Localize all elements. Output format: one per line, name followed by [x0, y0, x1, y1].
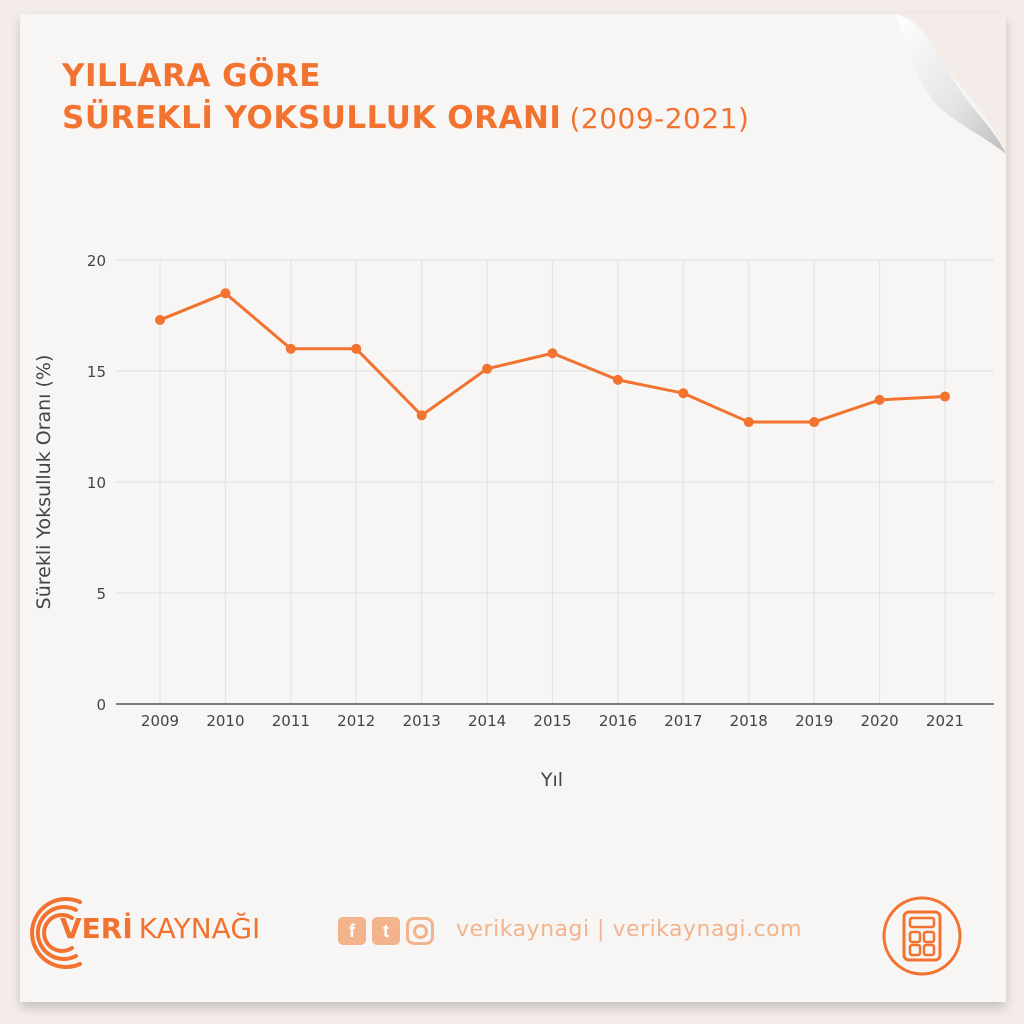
data-point [482, 363, 493, 374]
y-tick-label: 15 [87, 363, 106, 381]
y-tick-label: 10 [87, 474, 106, 492]
x-tick-label: 2011 [272, 712, 310, 730]
x-axis-label: Yıl [540, 769, 563, 791]
chart-series [155, 288, 950, 428]
instagram-icon[interactable] [406, 917, 434, 945]
facebook-icon[interactable]: f [338, 917, 366, 945]
chart-ticks: 0 5 10 15 20 2009 2010 2011 2012 2013 2014 2015 2016… [87, 252, 964, 730]
data-point [547, 348, 558, 359]
data-point [416, 410, 427, 421]
x-tick-label: 2014 [468, 712, 506, 730]
page-curl-icon [896, 14, 1006, 154]
infographic-card: YILLARA GÖRE SÜREKLİ YOKSULLUK ORANI (200… [20, 14, 1006, 1002]
title-line-1: YILLARA GÖRE [62, 58, 321, 94]
data-point [351, 343, 362, 354]
data-point [155, 314, 165, 325]
chart-grid [116, 259, 994, 704]
data-point [220, 288, 231, 299]
y-tick-label: 0 [96, 696, 106, 714]
y-tick-label: 20 [87, 252, 106, 270]
calculator-icon [882, 896, 962, 976]
data-point [678, 388, 689, 399]
x-tick-label: 2013 [403, 712, 441, 730]
x-tick-label: 2018 [730, 712, 768, 730]
veri-kaynagi-logo-icon [30, 897, 82, 969]
brand-rest: KAYNAĞI [138, 912, 261, 945]
x-tick-label: 2020 [860, 712, 898, 730]
data-point [285, 343, 296, 354]
x-tick-label: 2012 [337, 712, 375, 730]
y-tick-label: 5 [96, 585, 106, 603]
x-tick-label: 2019 [795, 712, 833, 730]
data-point [874, 394, 885, 405]
title-line-2: SÜREKLİ YOKSULLUK ORANI (2009-2021) [62, 100, 749, 136]
brand-bold: VERİ [60, 912, 133, 945]
data-point [743, 417, 754, 428]
x-tick-label: 2010 [206, 712, 244, 730]
x-tick-label: 2015 [533, 712, 571, 730]
title-main: SÜREKLİ YOKSULLUK ORANI [62, 100, 562, 136]
x-tick-label: 2017 [664, 712, 702, 730]
title-range: (2009-2021) [569, 102, 750, 135]
data-point [612, 374, 623, 385]
y-axis-label: Sürekli Yoksulluk Oranı (%) [33, 355, 55, 610]
x-tick-label: 2009 [141, 712, 179, 730]
x-tick-label: 2021 [926, 712, 964, 730]
data-point [940, 391, 950, 402]
site-text[interactable]: verikaynagi | verikaynagi.com [456, 917, 803, 942]
x-tick-label: 2016 [599, 712, 637, 730]
data-point [809, 417, 820, 428]
brand-name: VERİ KAYNAĞI [60, 912, 260, 945]
twitter-icon[interactable]: t [372, 917, 400, 945]
social-links: f t [338, 917, 434, 945]
